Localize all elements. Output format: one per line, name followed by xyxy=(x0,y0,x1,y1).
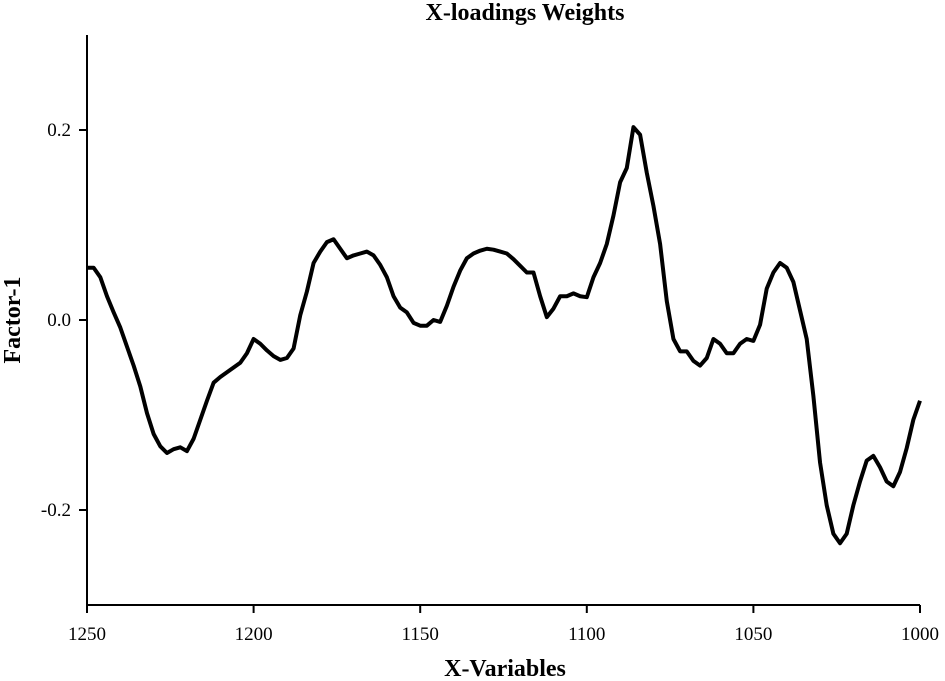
x-tick-label: 1250 xyxy=(68,624,106,645)
y-axis-label: Factor-1 xyxy=(0,276,26,363)
x-axis-label: X-Variables xyxy=(444,656,566,681)
x-tick-label: 1150 xyxy=(402,624,439,645)
x-tick-label: 1000 xyxy=(901,624,939,645)
chart-title: X-loadings Weights xyxy=(426,0,625,26)
y-tick-label: 0.2 xyxy=(47,120,71,141)
data-line xyxy=(87,125,922,546)
x-tick-label: 1050 xyxy=(734,624,772,645)
y-tick-label: 0.0 xyxy=(47,310,71,331)
x-tick-label: 1200 xyxy=(235,624,273,645)
y-tick-label: -0.2 xyxy=(41,500,71,521)
x-tick-label: 1100 xyxy=(568,624,605,645)
